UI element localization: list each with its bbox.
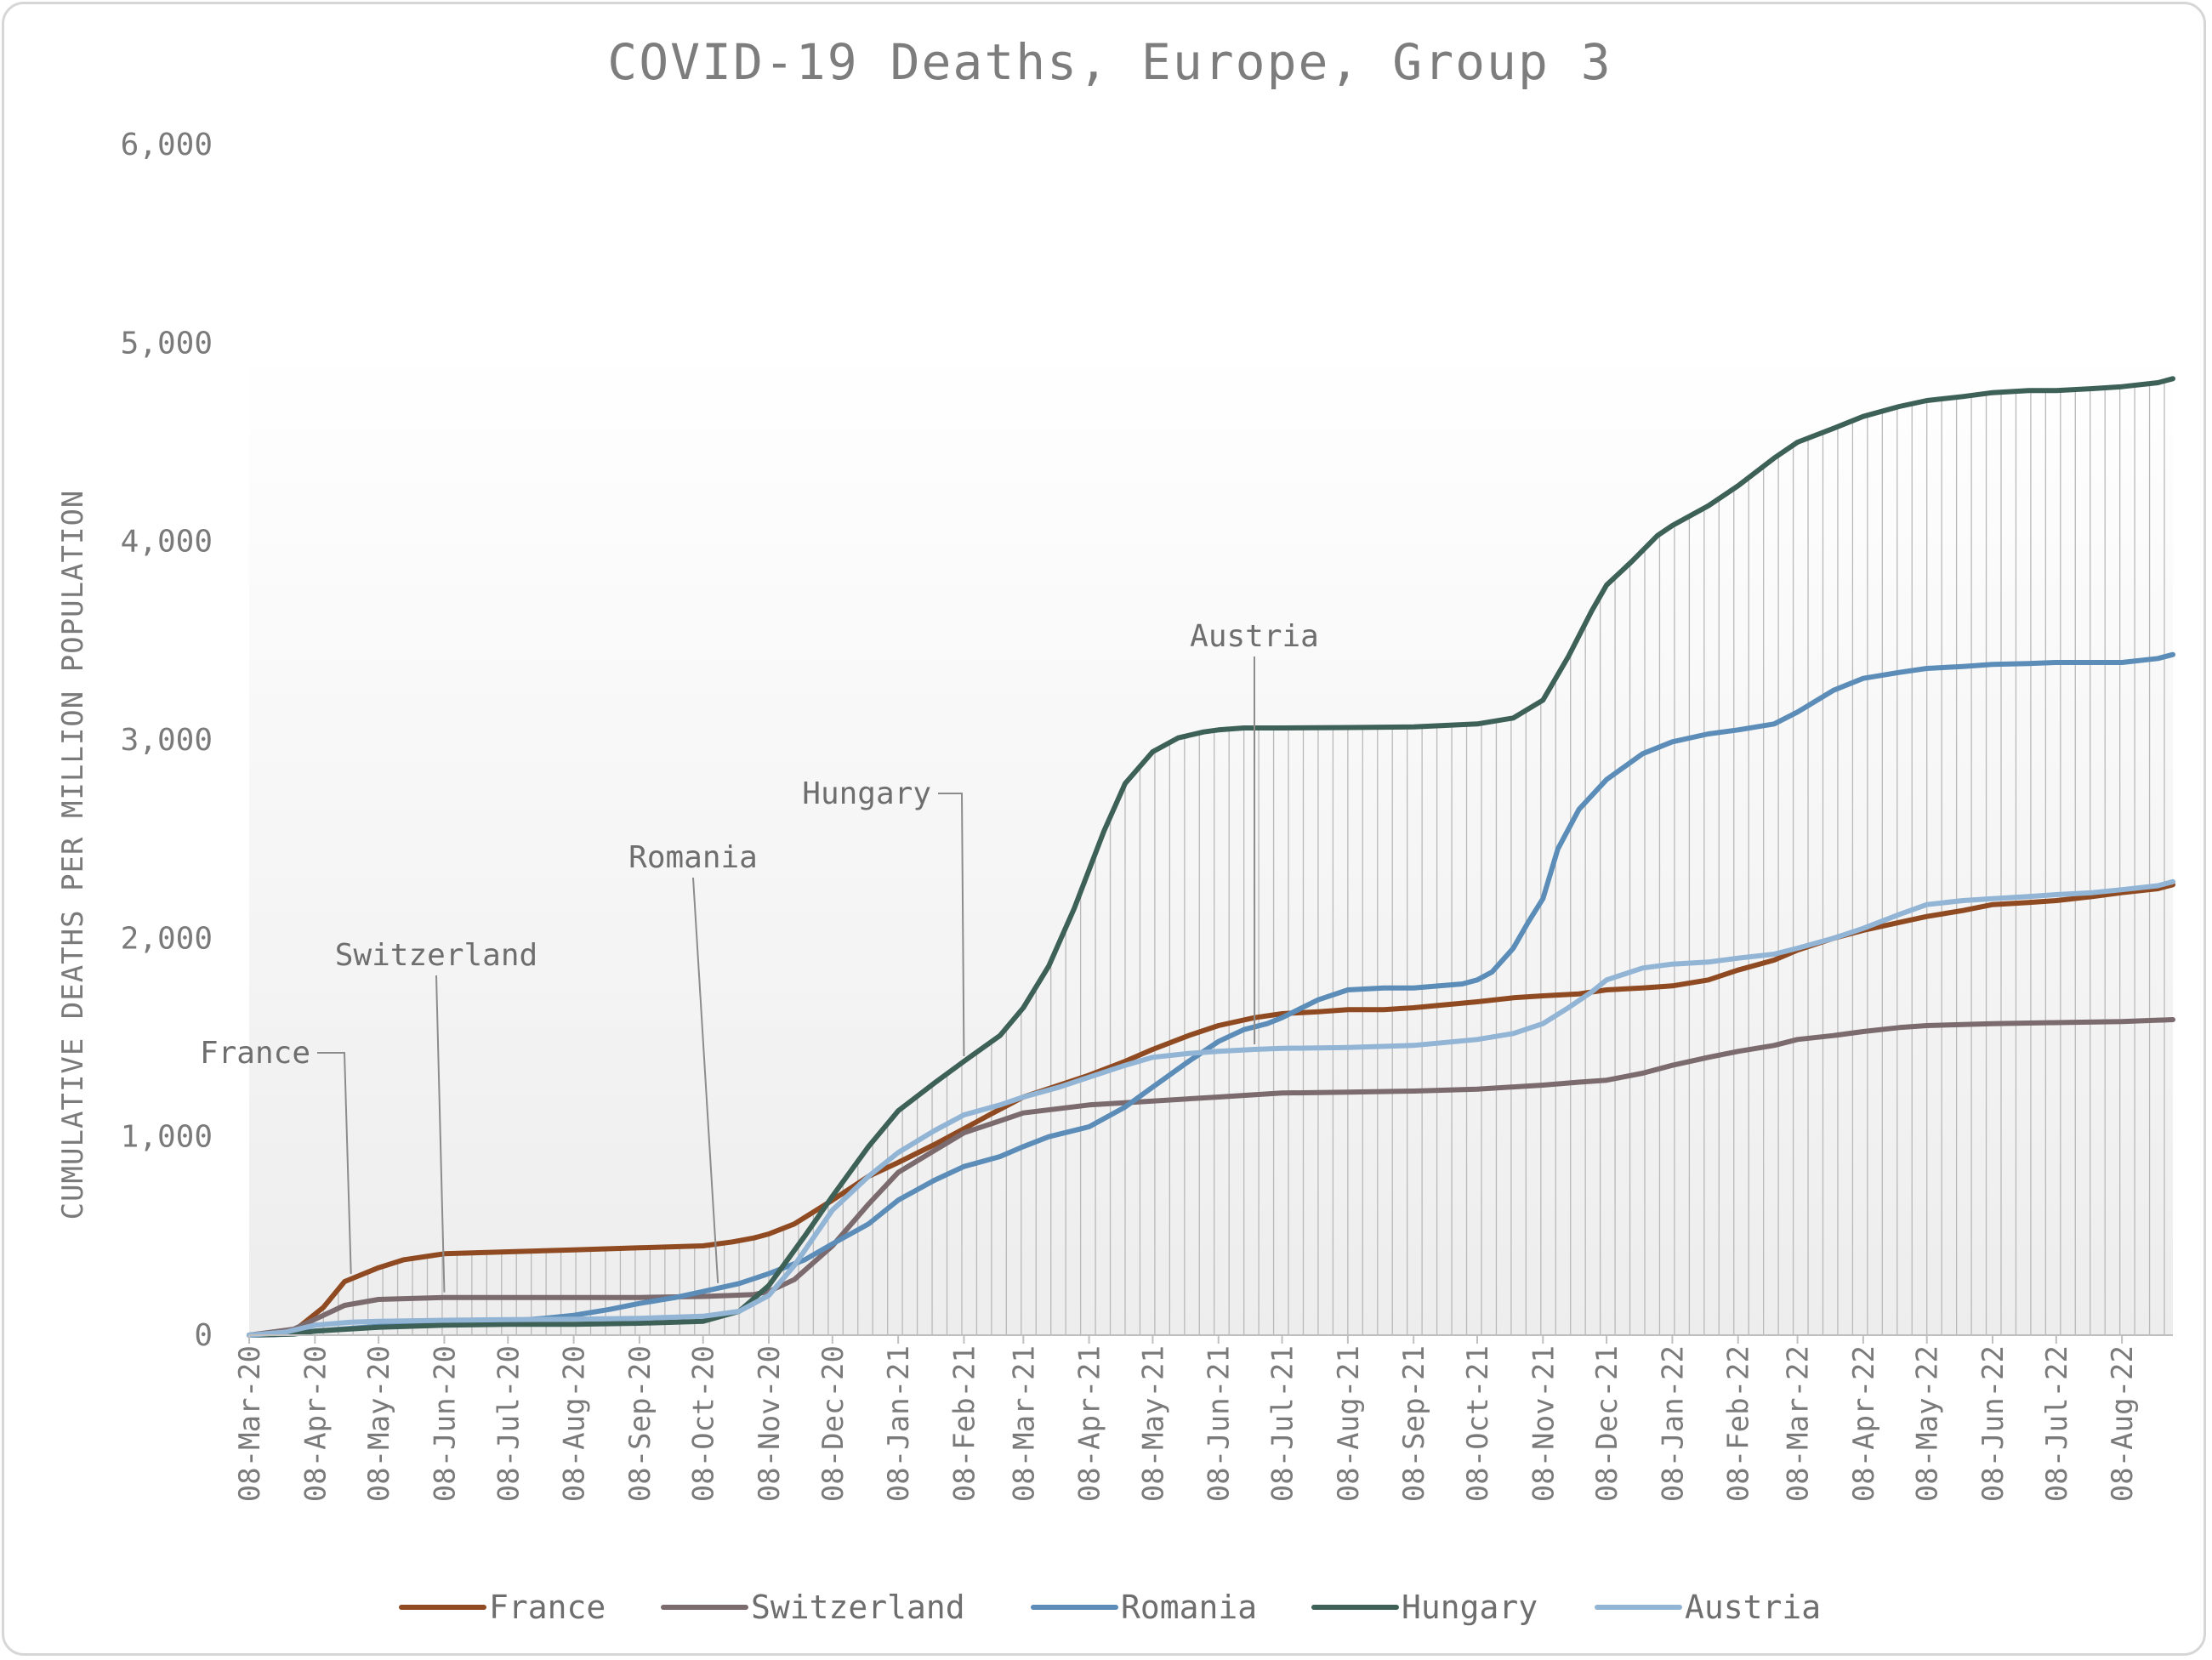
x-tick-label: 08-Jun-22 xyxy=(1976,1345,2010,1502)
x-tick-label: 08-Jan-22 xyxy=(1656,1345,1690,1502)
chart-svg: France Switzerland Romania Hungary Austria 0… xyxy=(56,33,2175,1626)
x-tick-label: 08-Aug-21 xyxy=(1332,1345,1366,1502)
series-line-switzerland xyxy=(247,1017,2175,1338)
x-tick-labels: 08-Mar-20 08-Apr-20 08-May-20 08-Jun-20 08-J… xyxy=(233,1335,2140,1502)
y-tick-label: 0 xyxy=(194,1318,213,1353)
x-tick-label: 08-Jul-22 xyxy=(2040,1345,2074,1502)
x-tick-label: 08-Feb-21 xyxy=(947,1345,981,1502)
x-tick-label: 08-May-22 xyxy=(1911,1345,1945,1502)
x-tick-label: 08-Dec-21 xyxy=(1590,1345,1624,1502)
y-tick-label: 3,000 xyxy=(121,723,213,758)
annotation-layer: France Switzerland Romania Hungary Austria xyxy=(200,619,1319,1293)
legend: France Switzerland Romania Hungary Austria xyxy=(399,1589,1821,1626)
y-tick-label: 1,000 xyxy=(121,1120,213,1155)
x-tick-label: 08-Oct-20 xyxy=(687,1345,721,1502)
series-line-austria xyxy=(247,878,2175,1338)
x-tick-label: 08-Apr-21 xyxy=(1073,1345,1107,1502)
x-tick-label: 08-May-20 xyxy=(362,1345,396,1502)
annotation-label: France xyxy=(200,1036,310,1071)
x-tick-label: 08-Mar-22 xyxy=(1782,1345,1816,1502)
annotation-label: Romania xyxy=(628,840,758,875)
x-tick-label: 08-Jun-21 xyxy=(1203,1345,1237,1502)
chart-title: COVID-19 Deaths, Europe, Group 3 xyxy=(607,33,1612,91)
legend-label: Austria xyxy=(1685,1589,1821,1626)
x-tick-label: 08-Sep-21 xyxy=(1397,1345,1431,1502)
legend-label: Switzerland xyxy=(751,1589,965,1626)
x-tick-label: 08-Mar-20 xyxy=(233,1345,267,1502)
y-axis-label: CUMULATIVE DEATHS PER MILLION POPULATION xyxy=(56,490,90,1220)
x-tick-label: 08-Nov-20 xyxy=(753,1345,787,1502)
y-tick-label: 4,000 xyxy=(121,525,213,560)
annotation-leader xyxy=(692,877,719,1283)
x-tick-label: 08-Aug-20 xyxy=(558,1345,592,1502)
annotation-label: Hungary xyxy=(802,776,931,811)
x-tick-label: 08-Dec-20 xyxy=(816,1345,850,1502)
y-tick-label: 6,000 xyxy=(121,128,213,162)
annotation-label: Austria xyxy=(1190,619,1319,654)
x-tick-label: 08-Jul-21 xyxy=(1266,1345,1300,1502)
x-tick-label: 08-Mar-21 xyxy=(1007,1345,1041,1502)
x-tick-label: 08-May-21 xyxy=(1136,1345,1170,1502)
x-tick-label: 08-Sep-20 xyxy=(623,1345,657,1502)
y-tick-labels: 0 1,000 2,000 3,000 4,000 5,000 6,000 xyxy=(121,128,213,1353)
annotation-leader xyxy=(938,793,965,1057)
legend-label: France xyxy=(489,1589,606,1626)
x-tick-label: 08-Nov-21 xyxy=(1527,1345,1561,1502)
y-tick-label: 5,000 xyxy=(121,326,213,361)
x-tick-label: 08-Feb-22 xyxy=(1722,1345,1756,1502)
series-line-romania xyxy=(247,651,2175,1338)
legend-label: Hungary xyxy=(1402,1589,1538,1626)
x-tick-label: 08-Jul-20 xyxy=(492,1345,526,1502)
annotation-leader xyxy=(435,975,446,1293)
x-tick-label: 08-Jun-20 xyxy=(428,1345,462,1502)
x-tick-label: 08-Apr-20 xyxy=(299,1345,333,1502)
x-tick-label: 08-Jan-21 xyxy=(882,1345,916,1502)
x-tick-label: 08-Apr-22 xyxy=(1847,1345,1881,1502)
annotation-label: Switzerland xyxy=(335,938,537,973)
annotation-leader xyxy=(317,1052,352,1274)
legend-label: Romania xyxy=(1121,1589,1257,1626)
x-tick-label: 08-Oct-21 xyxy=(1461,1345,1495,1502)
y-tick-label: 2,000 xyxy=(121,921,213,956)
x-tick-label: 08-Aug-22 xyxy=(2106,1345,2140,1502)
plot-background xyxy=(249,343,2173,1335)
